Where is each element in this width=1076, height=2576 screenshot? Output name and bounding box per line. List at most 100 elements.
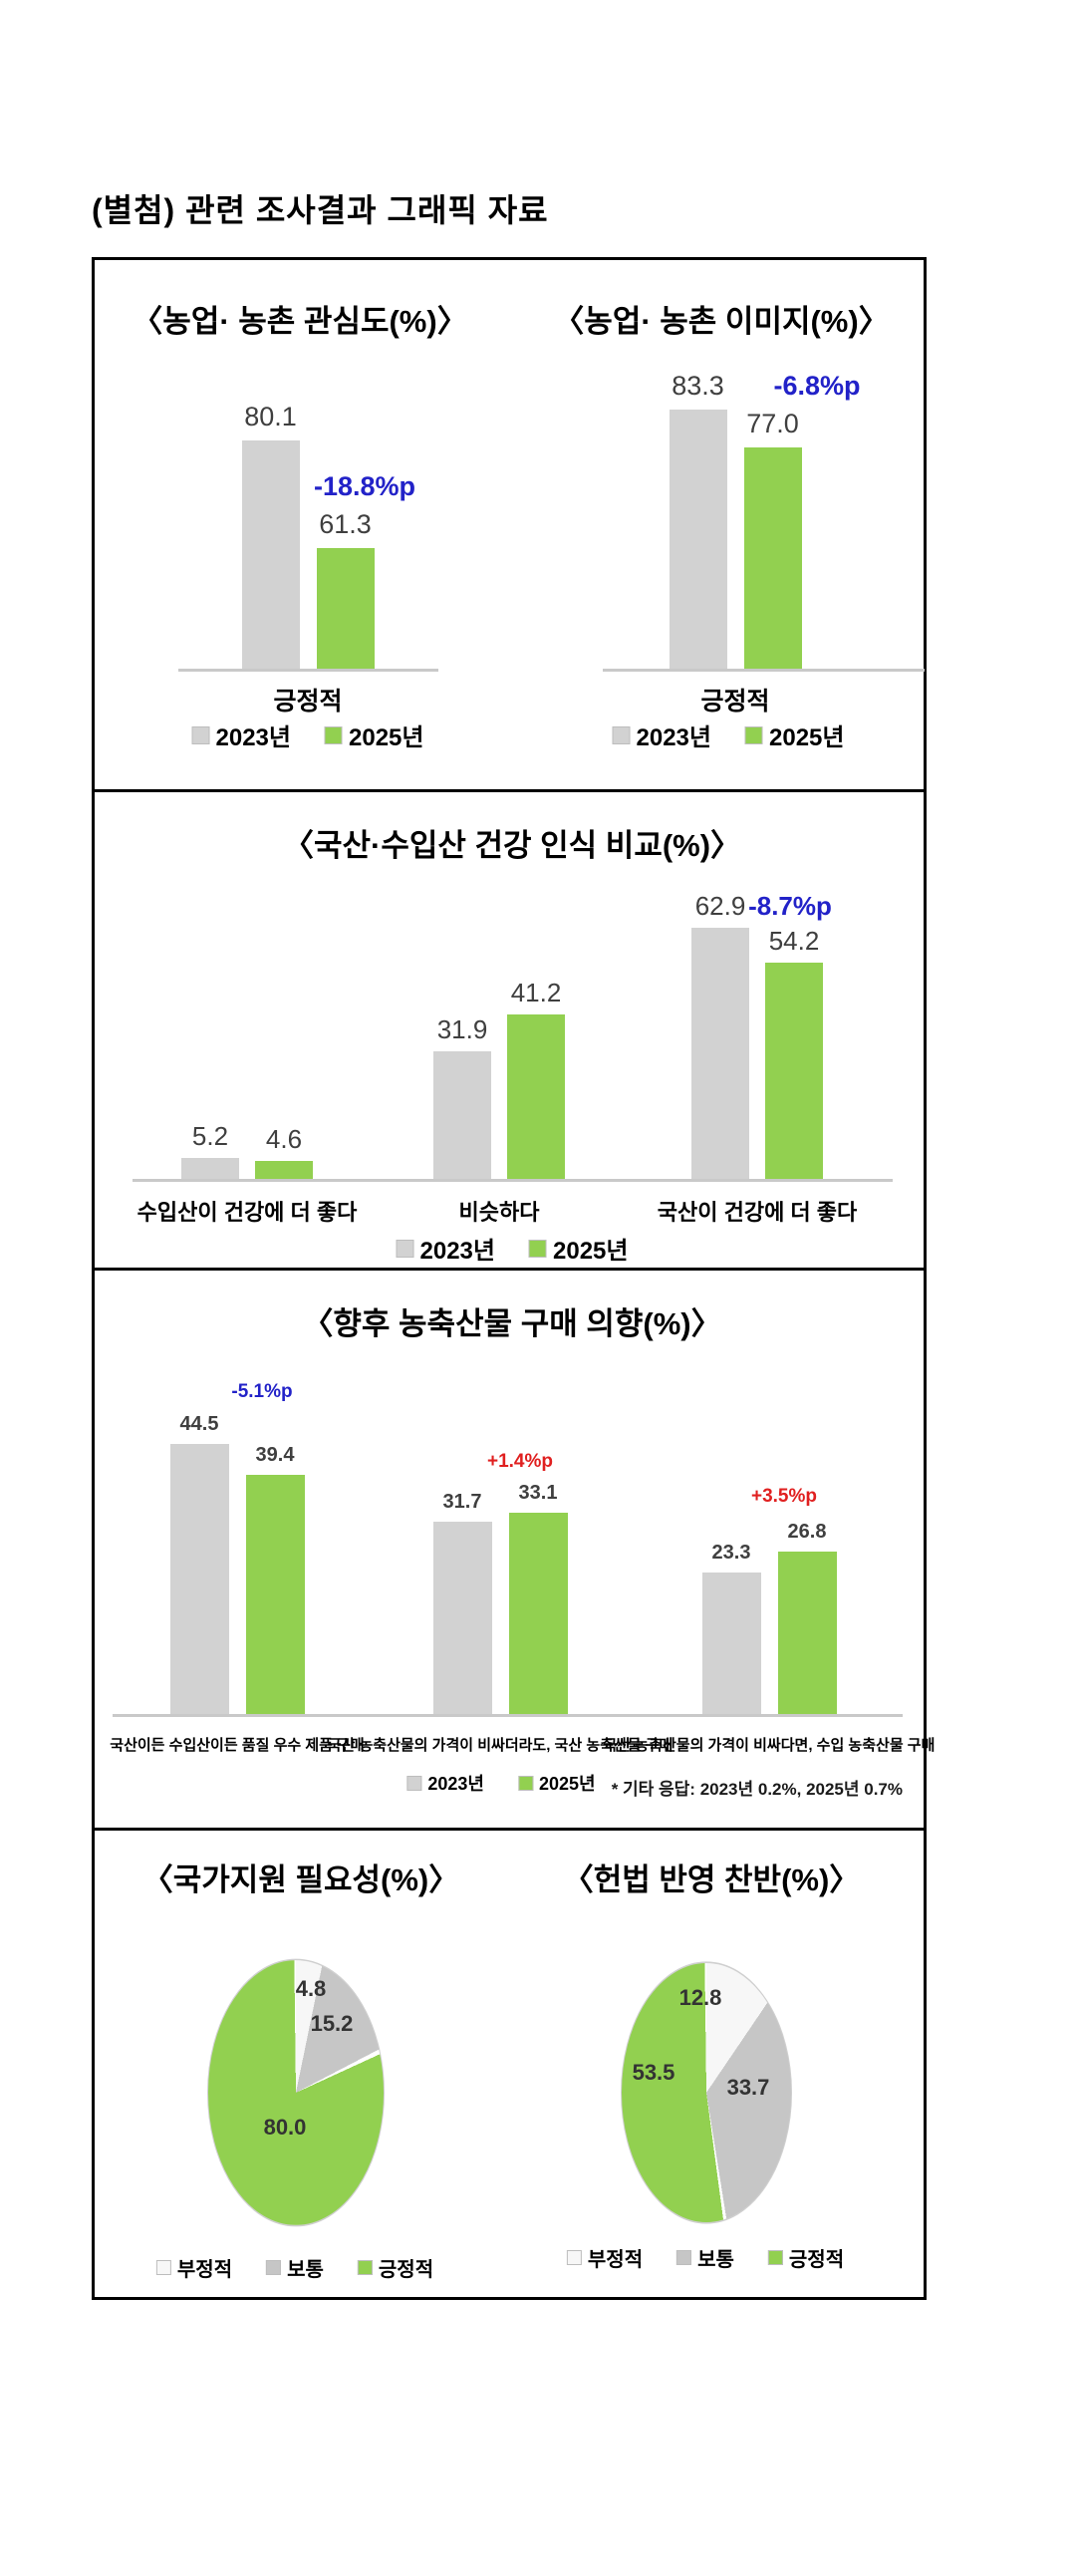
panel-interest-image: 〈농업· 농촌 관심도(%)〉 80.1 61.3 긍정적 -18.8%p 2023년 20… (92, 257, 927, 792)
bar-2025 (507, 1014, 565, 1179)
pie-legend-swatch-3 (767, 2250, 783, 2265)
bar-2025 (777, 1552, 837, 1714)
pie-value-label: 12.8 (678, 1985, 722, 2010)
pie-state-support (207, 1958, 385, 2227)
value-label: 54.2 (768, 926, 820, 956)
diff-label: -5.1%p (231, 1381, 293, 1402)
legend-item: 2025년 (325, 717, 423, 752)
year-legend: 2023년 2025년 (191, 717, 423, 752)
bar-2023 (241, 440, 300, 669)
bar-2023 (669, 410, 727, 669)
year-legend: 2023년 2025년 (612, 717, 844, 752)
axis-line (113, 1714, 903, 1717)
bar-2025 (743, 447, 802, 669)
pie-legend-swatch-1 (155, 2260, 171, 2275)
legend-label: 2023년 (636, 724, 711, 751)
year-legend: 2023년 2025년 (406, 1770, 596, 1796)
bar-2023 (181, 1158, 239, 1179)
diff-label: -18.8%p (313, 471, 416, 501)
pie-constitution (621, 1961, 792, 2224)
chart-title-health-perception: 〈국산·수입산 건강 인식 비교(%)〉 (282, 828, 742, 863)
legend-label: 긍정적 (788, 2249, 845, 2271)
pie-value-label: 53.5 (632, 2060, 675, 2085)
bar-2023 (432, 1522, 492, 1714)
bar-2023 (433, 1051, 491, 1179)
chart-title-interest: 〈농업· 농촌 관심도(%)〉 (132, 304, 468, 339)
value-label: 5.2 (191, 1121, 229, 1151)
category-label: 국산이든 수입산이든 품질 우수 제품 구매 (110, 1737, 365, 1754)
legend-item: 긍정적 (357, 2253, 434, 2282)
year-legend-swatch-2 (518, 1775, 533, 1791)
year-legend: 2023년 2025년 (396, 1231, 628, 1266)
value-label: 80.1 (244, 402, 297, 431)
page-title: (별첨) 관련 조사결과 그래픽 자료 (92, 192, 549, 228)
legend-item: 보통 (266, 2253, 324, 2282)
value-label: 31.7 (442, 1491, 482, 1513)
category-label: 수입산이 건강에 더 좋다 (136, 1200, 358, 1225)
diff-label: -6.8%p (773, 371, 861, 401)
legend-label: 긍정적 (378, 2259, 434, 2281)
year-legend-swatch-2 (529, 1239, 547, 1258)
value-label: 23.3 (711, 1542, 751, 1564)
value-label: 26.8 (787, 1521, 827, 1543)
legend-label: 2025년 (553, 1238, 629, 1265)
legend-item: 2025년 (529, 1231, 628, 1266)
chart-title-state-support: 〈국가지원 필요성(%)〉 (141, 1862, 460, 1897)
value-label: 31.9 (436, 1014, 488, 1044)
axis-line (133, 1179, 893, 1182)
bar-2025 (508, 1513, 568, 1714)
pie-value-label: 4.8 (295, 1976, 327, 2001)
legend-item: 부정적 (155, 2253, 233, 2282)
legend-item: 2023년 (612, 717, 711, 752)
chart-panel-stack: 〈농업· 농촌 관심도(%)〉 80.1 61.3 긍정적 -18.8%p 2023년 20… (92, 257, 935, 2300)
chart-title-image: 〈농업· 농촌 이미지(%)〉 (553, 304, 890, 339)
category-label: 긍정적 (700, 688, 770, 716)
pie-legend: 부정적 보통 긍정적 (566, 2243, 845, 2272)
chart-title-constitution: 〈헌법 반영 찬반(%)〉 (562, 1862, 861, 1897)
legend-item: 2023년 (396, 1231, 495, 1266)
legend-label: 부정적 (176, 2259, 233, 2281)
value-label: 61.3 (319, 509, 372, 539)
bar-2025 (316, 548, 375, 669)
value-label: 83.3 (672, 371, 724, 401)
legend-item: 2023년 (406, 1770, 484, 1796)
pie-value-label: 33.7 (726, 2075, 770, 2100)
legend-label: 2023년 (427, 1774, 484, 1794)
bar-2023 (691, 928, 749, 1179)
legend-label: 2023년 (215, 724, 291, 751)
legend-label: 2025년 (349, 724, 424, 751)
pie-legend-swatch-2 (676, 2250, 692, 2265)
category-label: 비슷하다 (458, 1200, 540, 1225)
year-legend-swatch-2 (745, 725, 763, 744)
category-label: 긍정적 (273, 688, 343, 716)
category-label: 국산 농축산물의 가격이 비싸다면, 수입 농축산물 구매 (603, 1737, 936, 1754)
legend-label: 2025년 (539, 1774, 596, 1794)
category-label: 국산 농축산물의 가격이 비싸더라도, 국산 농축산물 구매 (327, 1737, 673, 1754)
axis-line (603, 669, 925, 672)
value-label: 39.4 (255, 1444, 295, 1466)
legend-label: 2025년 (769, 724, 845, 751)
footnote: * 기타 응답: 2023년 0.2%, 2025년 0.7% (611, 1780, 903, 1799)
bar-2025 (765, 963, 823, 1179)
legend-item: 보통 (676, 2243, 734, 2272)
legend-item: 긍정적 (767, 2243, 845, 2272)
pie-legend-swatch-2 (266, 2260, 282, 2275)
bar-2025 (245, 1475, 305, 1714)
year-legend-swatch-1 (191, 725, 210, 744)
year-legend-swatch-1 (406, 1775, 422, 1791)
legend-item: 부정적 (566, 2243, 643, 2272)
bar-2025 (255, 1161, 313, 1179)
diff-label: +3.5%p (750, 1486, 818, 1507)
value-label: 62.9 (694, 891, 746, 921)
legend-label: 보통 (287, 2259, 324, 2281)
chart-title-purchase-intent: 〈향후 농축산물 구매 의향(%)〉 (302, 1306, 722, 1341)
value-label: 77.0 (746, 409, 799, 438)
year-legend-swatch-2 (325, 725, 343, 744)
pie-value-label: 15.2 (310, 2011, 354, 2036)
axis-line (178, 669, 438, 672)
year-legend-swatch-1 (396, 1239, 414, 1258)
value-label: 33.1 (518, 1482, 558, 1504)
legend-item: 2025년 (745, 717, 844, 752)
pie-value-label: 80.0 (263, 2115, 307, 2140)
